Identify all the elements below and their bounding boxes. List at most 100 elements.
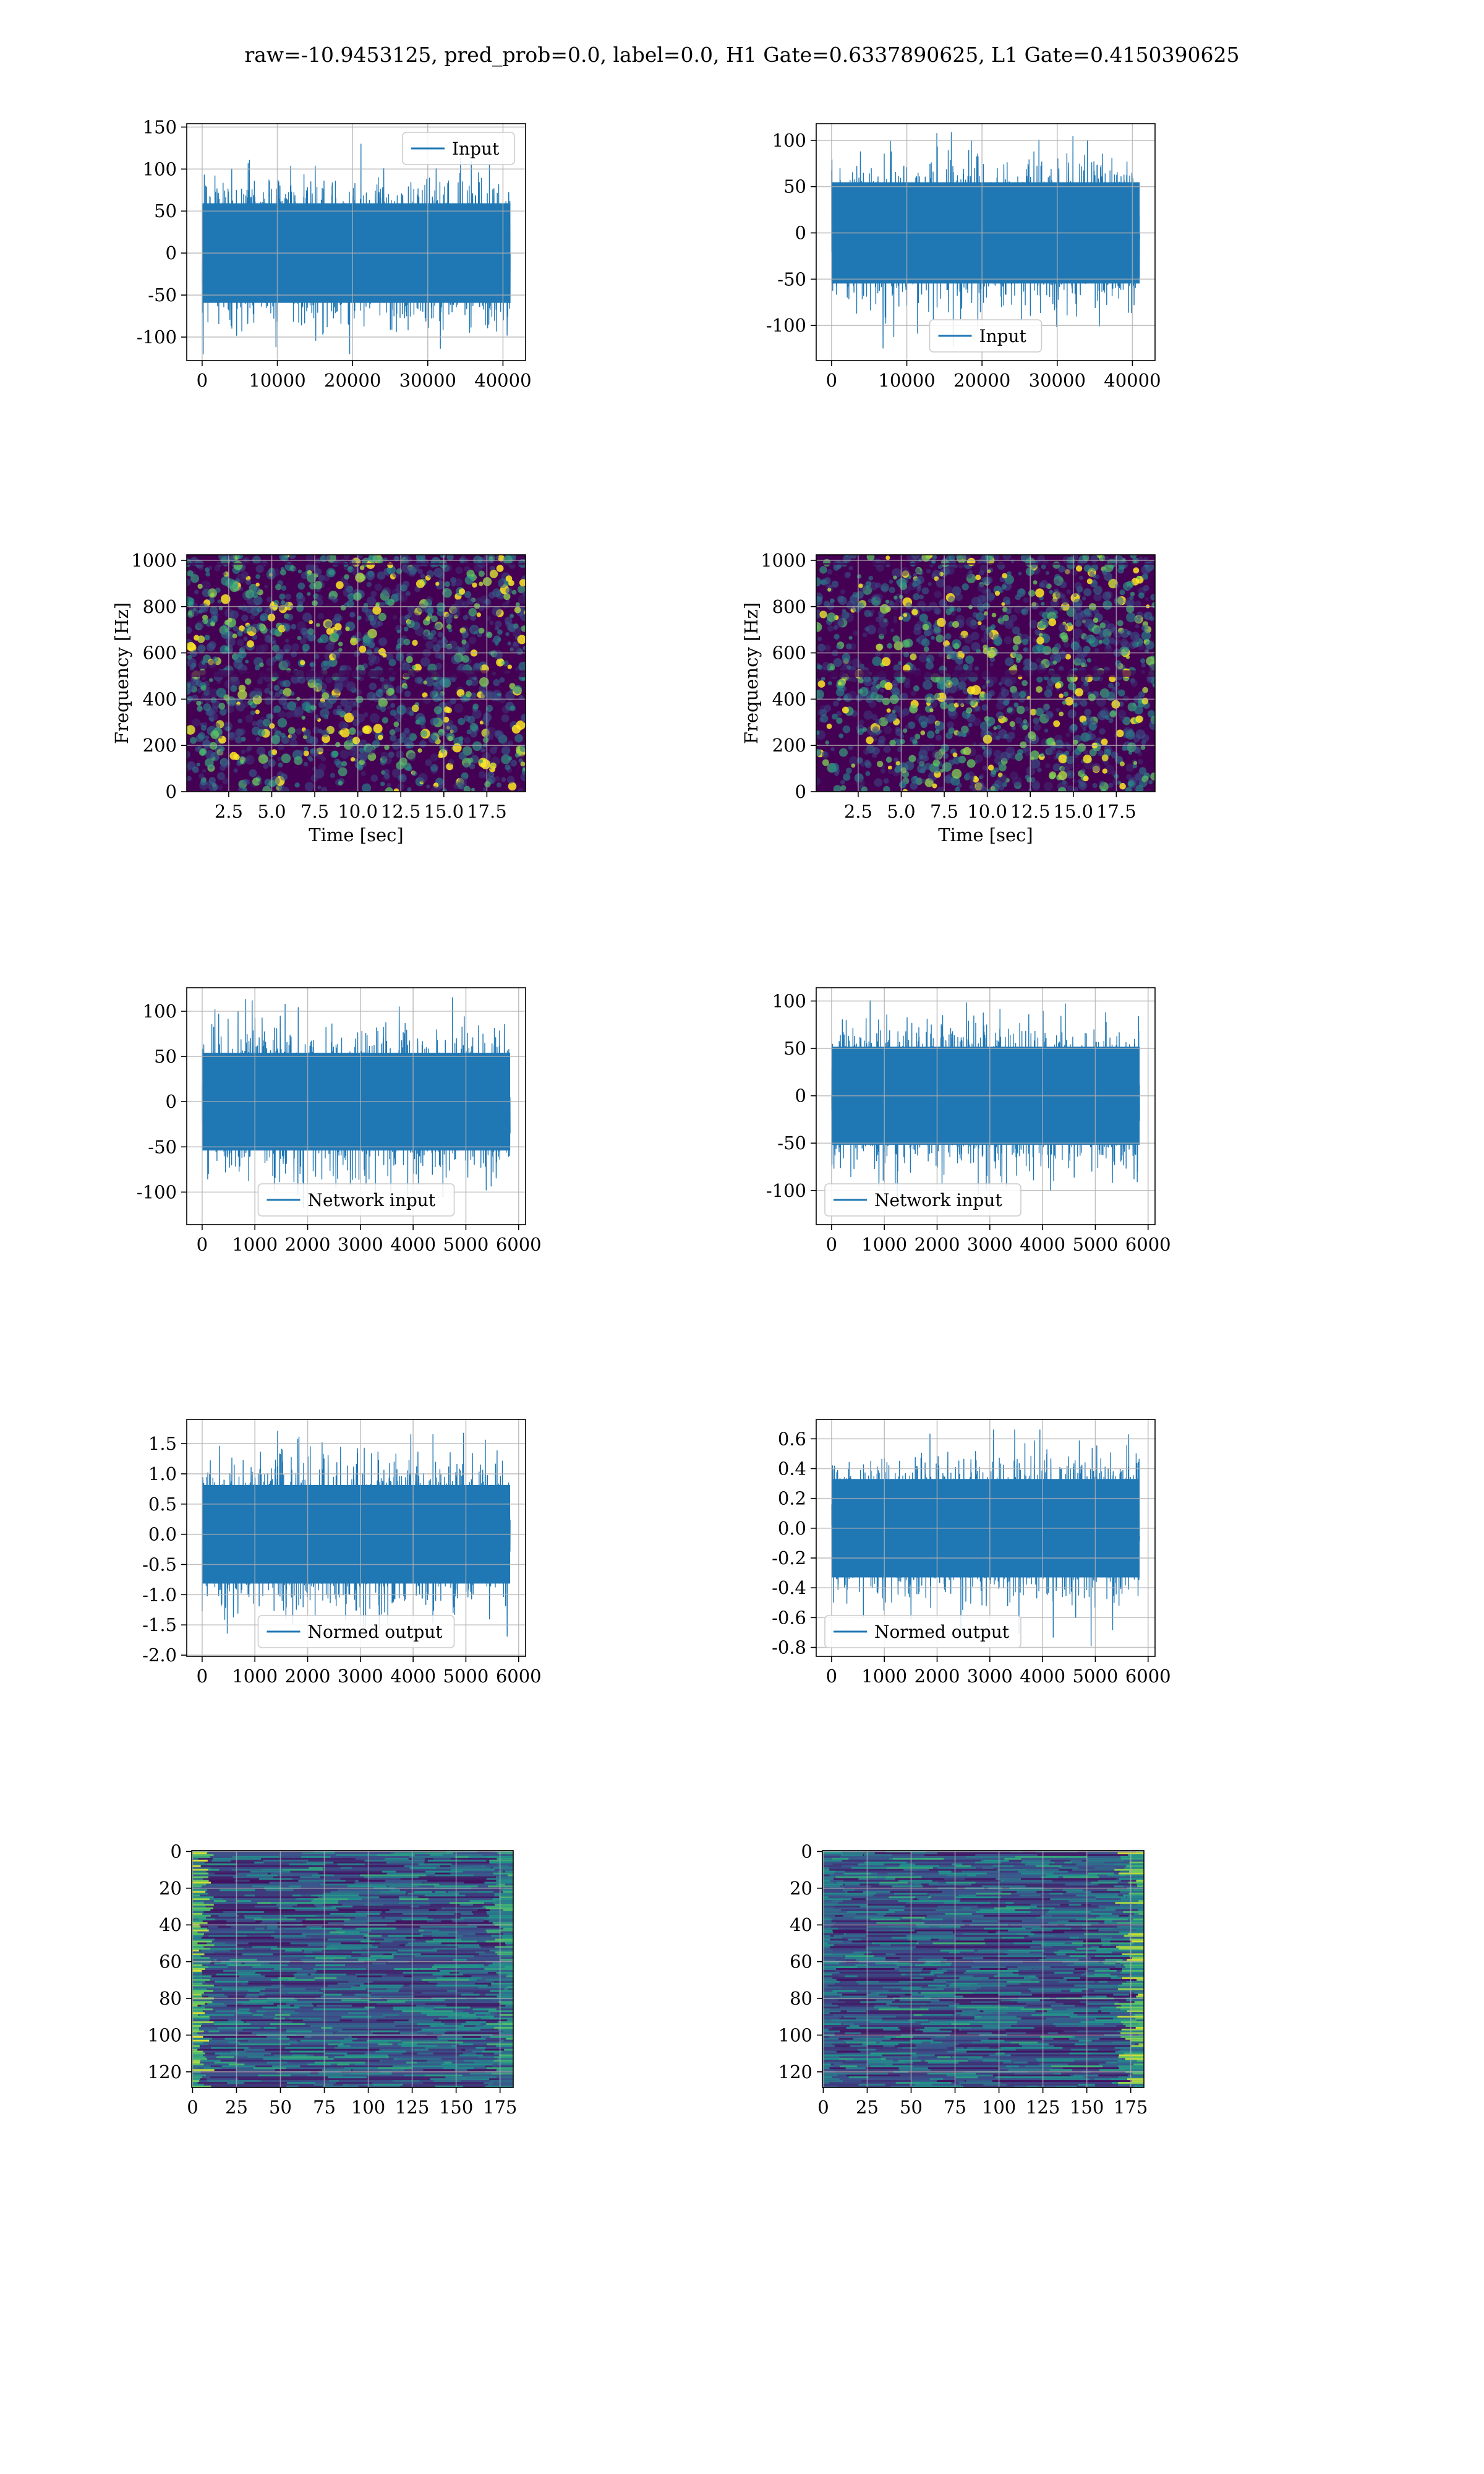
feature-edge — [192, 1995, 203, 1998]
feature-edge — [485, 2047, 513, 2050]
spectrogram-cell — [480, 760, 491, 769]
spectrogram-cell — [1043, 781, 1053, 791]
feature-segment — [1098, 1906, 1144, 1908]
feature-segment — [214, 2023, 251, 2026]
spectrogram-cell — [501, 777, 506, 782]
spectrogram-cell — [230, 685, 237, 692]
feature-segment — [1039, 1856, 1063, 1859]
spectrogram-cell — [836, 711, 842, 717]
feature-edge — [822, 1927, 838, 1930]
feature-segment — [360, 1874, 375, 1877]
feature-edge — [494, 1894, 513, 1897]
feature-row — [822, 1874, 1144, 1877]
feature-segment — [379, 2048, 414, 2052]
feature-segment — [229, 1964, 262, 1967]
spectrogram-cell — [334, 614, 342, 622]
spectrogram-cell — [1093, 585, 1102, 595]
legend-p6: Network input — [824, 1183, 1021, 1217]
feature-segment — [246, 1874, 278, 1877]
feature-segment — [437, 2045, 452, 2048]
feature-row — [822, 1906, 1144, 1908]
feature-segment — [354, 1881, 394, 1885]
spectrogram-cell — [187, 682, 191, 688]
spectrogram-cell — [395, 738, 399, 743]
spectrogram-cell — [518, 661, 526, 672]
spectrogram-cell — [415, 627, 424, 636]
feature-segment — [469, 2073, 513, 2075]
feature-edge — [1119, 1878, 1144, 1881]
feature-edge — [489, 1861, 513, 1864]
spectrogram-cell — [926, 714, 936, 724]
feature-segment — [936, 1909, 984, 1912]
feature-row — [192, 1963, 513, 1965]
feature-edge — [499, 1896, 513, 1899]
feature-row — [192, 1902, 513, 1904]
spectrogram-cell — [318, 746, 324, 753]
feature-segment — [276, 2005, 291, 2007]
spectrogram-cell — [966, 686, 976, 695]
spectrogram-cell — [205, 750, 215, 760]
x-tick-label: 2.5 — [215, 801, 243, 822]
feature-segment — [837, 1885, 871, 1888]
feature-segment — [243, 2037, 260, 2040]
spectrogram-cell — [290, 605, 295, 610]
spectrogram-cell — [902, 640, 910, 648]
feature-edge — [491, 1935, 513, 1938]
spectrogram-cell — [840, 779, 845, 785]
feature-edge — [506, 1986, 513, 1989]
feature-row — [822, 1927, 1144, 1930]
spectrogram-cell — [858, 678, 864, 683]
feature-edge — [495, 1946, 513, 1948]
feature-edge — [192, 1925, 201, 1928]
feature-segment — [864, 1861, 907, 1864]
spectrogram-cell — [235, 736, 242, 743]
spectrogram-cell — [505, 694, 511, 700]
spectrogram-cell — [417, 568, 423, 575]
feature-segment — [450, 1868, 492, 1872]
feature-segment — [455, 1937, 502, 1940]
feature-segment — [256, 2037, 289, 2040]
feature-edge — [192, 1856, 210, 1859]
spectrogram-cell — [846, 676, 851, 682]
spectrogram-cell — [348, 727, 356, 735]
subplot-p4: 2.5 5.0 7.5 10.0 12.5 15.0 17.5020040060080010… — [741, 550, 1156, 845]
spectrogram-cell — [1138, 592, 1145, 599]
spectrogram-cell — [339, 750, 349, 759]
spectrogram-cell — [1093, 617, 1099, 623]
spectrogram-cell — [1028, 662, 1038, 671]
feature-segment — [1004, 1880, 1046, 1883]
feature-segment — [454, 2069, 467, 2071]
x-tick-label: 5000 — [1073, 1666, 1119, 1687]
spectrogram-cell — [1035, 588, 1044, 597]
feature-segment — [1049, 1909, 1093, 1912]
feature-segment — [196, 2032, 239, 2035]
feature-segment — [394, 2021, 441, 2024]
spectrogram-cell — [1018, 571, 1022, 576]
spectrogram-cell — [1098, 750, 1104, 756]
feature-segment — [447, 1990, 458, 1993]
spectrogram-cell — [458, 717, 466, 726]
feature-segment — [227, 2082, 244, 2084]
feature-segment — [362, 2025, 396, 2027]
feature-segment — [1015, 1856, 1044, 1859]
feature-segment — [355, 2063, 366, 2066]
spectrogram-cell — [1093, 593, 1102, 602]
spectrogram-cell — [402, 580, 410, 588]
spectrogram-cell — [942, 762, 952, 772]
feature-segment — [457, 2027, 500, 2029]
spectrogram-cell — [339, 727, 350, 738]
feature-segment — [215, 2052, 239, 2055]
feature-edge — [192, 2025, 201, 2027]
feature-edge — [499, 1955, 513, 1958]
feature-segment — [498, 1883, 510, 1886]
feature-row — [192, 2005, 513, 2007]
feature-segment — [885, 1916, 926, 1919]
y-tick-label: -50 — [148, 1136, 177, 1157]
feature-segment — [231, 1868, 283, 1872]
feature-segment — [485, 1865, 499, 1868]
feature-edge — [822, 1881, 834, 1885]
feature-segment — [403, 1971, 450, 1974]
feature-edge — [192, 1867, 211, 1870]
feature-segment — [1138, 1929, 1144, 1932]
spectrogram-cell — [1049, 661, 1054, 666]
